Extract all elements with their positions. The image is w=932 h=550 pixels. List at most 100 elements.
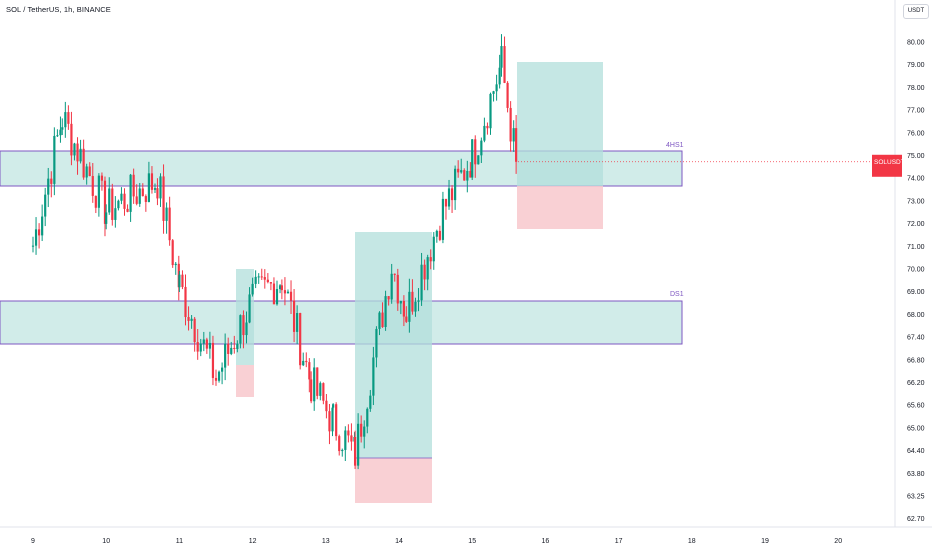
candle-body xyxy=(283,290,287,294)
candle-body xyxy=(245,322,248,336)
candle-body xyxy=(144,196,147,202)
currency-button[interactable]: USDT xyxy=(903,4,929,19)
candles xyxy=(31,34,518,470)
candle-body xyxy=(299,313,302,366)
price-tick-label: 76.00 xyxy=(907,130,925,137)
time-tick-label: 19 xyxy=(761,538,769,545)
candle-body xyxy=(357,423,360,466)
candle-body xyxy=(221,367,224,372)
candle-body xyxy=(79,148,82,162)
time-tick-label: 17 xyxy=(615,538,623,545)
candle-body xyxy=(381,312,384,328)
candle-body xyxy=(178,274,181,288)
candle-body xyxy=(171,240,174,266)
candle-body xyxy=(272,283,276,305)
candle-body xyxy=(132,174,135,197)
time-tick-label: 20 xyxy=(834,538,842,545)
candle-body xyxy=(94,195,97,208)
candle-body xyxy=(159,176,162,199)
candle-body xyxy=(168,207,171,241)
price-tick-label: 69.00 xyxy=(907,289,925,296)
candle-body xyxy=(41,216,44,236)
candle-body xyxy=(378,312,381,329)
candle-body xyxy=(408,291,411,322)
price-tick-label: 73.00 xyxy=(907,198,925,205)
candle-body xyxy=(387,296,390,300)
candle-body xyxy=(347,430,350,436)
candle-body xyxy=(372,357,375,396)
time-tick-label: 9 xyxy=(31,538,35,545)
candle-body xyxy=(441,198,445,240)
price-tick-label: 67.40 xyxy=(907,335,925,342)
candle-body xyxy=(360,423,363,437)
current-price-symbol: SOLUSDT xyxy=(874,159,905,166)
candle-body xyxy=(503,46,506,83)
time-tick-label: 18 xyxy=(688,538,696,545)
candle-body xyxy=(369,395,372,409)
zone-ds1 xyxy=(0,300,683,345)
candle-body xyxy=(129,174,132,212)
candle-body xyxy=(202,339,205,344)
candle-body xyxy=(100,175,104,181)
candle-body xyxy=(156,188,159,199)
price-tick-label: 70.00 xyxy=(907,267,925,274)
candle-body xyxy=(417,300,420,302)
time-tick-label: 13 xyxy=(322,538,330,545)
candle-body xyxy=(47,178,50,195)
candle-body xyxy=(165,207,168,221)
candle-body xyxy=(396,274,399,304)
candle-body xyxy=(59,129,62,136)
candle-body xyxy=(319,383,322,396)
candle-body xyxy=(286,291,290,294)
current-price-badge-bg xyxy=(872,154,902,177)
candle-body xyxy=(53,135,56,184)
candle-body xyxy=(193,318,196,343)
position-stop-1 xyxy=(236,365,254,397)
price-tick-label: 78.00 xyxy=(907,85,925,92)
candle-body xyxy=(405,316,408,322)
candle-body xyxy=(310,379,313,402)
candle-body xyxy=(495,84,498,92)
candle-body xyxy=(471,139,474,178)
price-tick-label: 79.00 xyxy=(907,62,925,69)
price-tick-label: 71.00 xyxy=(907,244,925,251)
zone-labels: 4HS1 DS1 xyxy=(666,142,684,298)
candle-body xyxy=(120,193,123,201)
candle-body xyxy=(31,245,35,247)
candle-body xyxy=(233,347,236,349)
candle-body xyxy=(61,127,64,130)
candle-body xyxy=(153,188,157,190)
candle-body xyxy=(260,276,263,278)
price-tick-label: 68.00 xyxy=(907,312,925,319)
candle-body xyxy=(444,198,448,207)
price-axis: 80.00 79.00 78.00 77.00 76.00 75.00 74.00 73.00… xyxy=(907,40,925,524)
candle-body xyxy=(414,301,417,312)
chart-title: SOL / TetherUS, 1h, BINANCE xyxy=(6,5,111,14)
candle-body xyxy=(239,315,242,344)
candle-body xyxy=(335,404,338,437)
price-tick-label: 80.00 xyxy=(907,40,925,47)
candle-body xyxy=(117,200,120,209)
candle-body xyxy=(399,300,402,304)
candle-body xyxy=(466,170,469,181)
position-boxes xyxy=(236,62,603,503)
candle-body xyxy=(447,188,451,207)
candle-body xyxy=(105,212,108,224)
candle-body xyxy=(91,176,94,196)
candle-body xyxy=(111,188,114,220)
candle-body xyxy=(432,236,435,262)
candle-body xyxy=(344,430,347,450)
candle-body xyxy=(190,318,193,321)
time-tick-label: 15 xyxy=(468,538,476,545)
candle-body xyxy=(375,328,378,358)
price-tick-label: 65.00 xyxy=(907,425,925,432)
candle-body xyxy=(73,143,76,156)
price-tick-label: 65.60 xyxy=(907,403,925,410)
candle-body xyxy=(103,180,107,224)
position-target-3 xyxy=(517,62,603,186)
price-tick-label: 72.00 xyxy=(907,221,925,228)
time-tick-label: 12 xyxy=(249,538,257,545)
candle-body xyxy=(316,367,319,396)
candle-body xyxy=(50,178,53,184)
